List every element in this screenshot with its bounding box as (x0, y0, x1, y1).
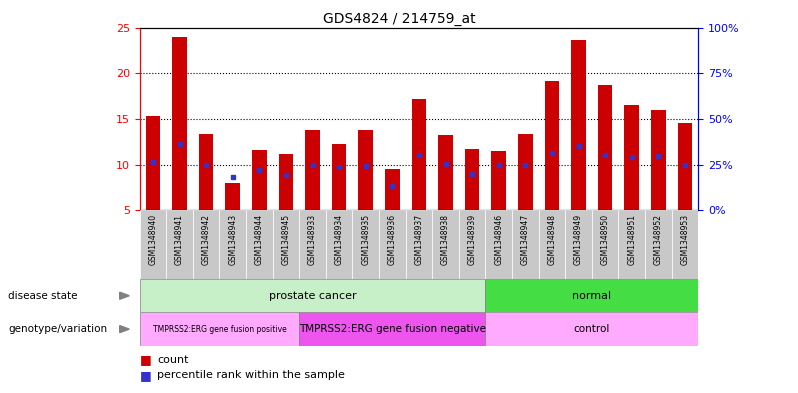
Bar (225, 183, 240, 210)
Text: GSM1348938: GSM1348938 (441, 214, 450, 265)
Bar (279, 154, 293, 210)
Bar (485, 279, 698, 312)
Bar (299, 312, 485, 346)
Text: GSM1348953: GSM1348953 (681, 214, 689, 265)
Bar (571, 40, 586, 210)
Bar (464, 149, 480, 210)
Bar (672, 210, 698, 279)
Bar (539, 210, 565, 279)
Bar (385, 169, 400, 210)
Bar (592, 210, 618, 279)
Bar (678, 123, 692, 210)
Bar (353, 210, 379, 279)
Text: GSM1348942: GSM1348942 (202, 214, 211, 265)
Bar (565, 210, 592, 279)
Text: normal: normal (572, 291, 611, 301)
Text: GSM1348933: GSM1348933 (308, 214, 317, 265)
Bar (651, 110, 666, 210)
Text: count: count (157, 354, 188, 365)
Bar (305, 130, 320, 210)
Text: TMPRSS2:ERG gene fusion negative: TMPRSS2:ERG gene fusion negative (298, 324, 486, 334)
Bar (412, 99, 426, 210)
Bar (166, 210, 193, 279)
Bar (326, 210, 353, 279)
Text: GSM1348941: GSM1348941 (175, 214, 184, 265)
Text: GSM1348934: GSM1348934 (334, 214, 344, 265)
Bar (485, 210, 512, 279)
Bar (459, 210, 485, 279)
Bar (140, 279, 485, 312)
Text: GSM1348952: GSM1348952 (654, 214, 663, 265)
Bar (140, 312, 299, 346)
Bar (405, 210, 433, 279)
Bar (512, 210, 539, 279)
Text: ■: ■ (140, 369, 152, 382)
Bar (518, 134, 532, 210)
Bar (140, 210, 166, 279)
Bar (358, 130, 373, 210)
Bar (252, 150, 267, 210)
Text: GSM1348945: GSM1348945 (282, 214, 290, 265)
Text: GSM1348946: GSM1348946 (494, 214, 504, 265)
Bar (379, 210, 405, 279)
Bar (645, 210, 672, 279)
Bar (598, 85, 612, 210)
Bar (485, 312, 698, 346)
Text: genotype/variation: genotype/variation (8, 324, 107, 334)
Text: GSM1348951: GSM1348951 (627, 214, 636, 265)
Text: GDS4824 / 214759_at: GDS4824 / 214759_at (322, 12, 476, 26)
Text: disease state: disease state (8, 291, 77, 301)
Text: GSM1348937: GSM1348937 (414, 214, 424, 265)
Text: GSM1348935: GSM1348935 (361, 214, 370, 265)
Bar (299, 210, 326, 279)
Bar (219, 210, 246, 279)
Text: GSM1348948: GSM1348948 (547, 214, 556, 265)
Bar (273, 210, 299, 279)
Text: percentile rank within the sample: percentile rank within the sample (157, 370, 345, 380)
Bar (172, 37, 187, 210)
Bar (199, 134, 213, 210)
Text: prostate cancer: prostate cancer (269, 291, 357, 301)
Text: GSM1348936: GSM1348936 (388, 214, 397, 265)
Bar (438, 135, 452, 210)
Bar (618, 210, 645, 279)
Bar (332, 143, 346, 210)
Text: TMPRSS2:ERG gene fusion positive: TMPRSS2:ERG gene fusion positive (152, 325, 286, 334)
Text: GSM1348949: GSM1348949 (574, 214, 583, 265)
Text: GSM1348944: GSM1348944 (255, 214, 264, 265)
Text: GSM1348950: GSM1348950 (601, 214, 610, 265)
Bar (193, 210, 219, 279)
Text: control: control (574, 324, 610, 334)
Text: GSM1348947: GSM1348947 (521, 214, 530, 265)
Bar (492, 151, 506, 210)
Bar (145, 116, 160, 210)
Bar (544, 81, 559, 210)
Text: GSM1348943: GSM1348943 (228, 214, 237, 265)
Bar (624, 105, 639, 210)
Text: GSM1348940: GSM1348940 (148, 214, 157, 265)
Bar (246, 210, 273, 279)
Text: GSM1348939: GSM1348939 (468, 214, 476, 265)
Text: ■: ■ (140, 353, 152, 366)
Bar (433, 210, 459, 279)
